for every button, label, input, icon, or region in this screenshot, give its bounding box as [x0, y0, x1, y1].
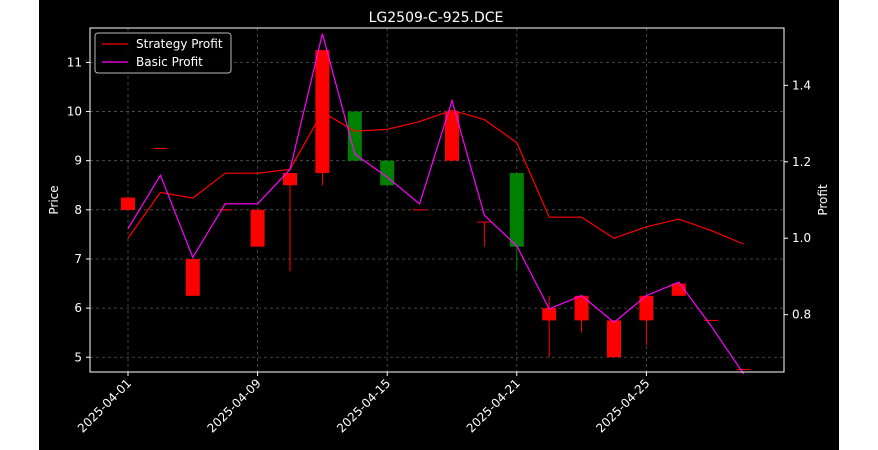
y2-tick-label: 0.8: [792, 308, 811, 322]
series-line-strategy: [127, 109, 744, 245]
candle-body: [574, 295, 589, 321]
figure-background: [39, 0, 839, 450]
candle-body: [283, 172, 297, 186]
candle-body: [639, 295, 654, 321]
candle-body: [509, 172, 524, 247]
legend-label-strategy: Strategy Profit: [136, 37, 223, 51]
candlesticks: [121, 50, 751, 371]
y-tick-label: 6: [74, 301, 82, 315]
legend-label-basic: Basic Profit: [136, 55, 203, 69]
candle-body: [185, 258, 200, 296]
legend-box: [94, 32, 232, 74]
candle-body: [121, 197, 135, 210]
y-tick-label: 5: [74, 350, 82, 364]
y2-tick-label: 1.4: [792, 78, 811, 92]
y-axis-ticks: 5 6 7 8 9 10 11: [67, 55, 90, 364]
y2-tick-label: 1.0: [792, 231, 811, 245]
y2-axis-ticks: 0.8 1.0 1.2 1.4: [784, 78, 811, 322]
profit-lines: [127, 33, 745, 375]
candle-body: [542, 308, 557, 321]
y2-axis-label: Profit: [816, 184, 830, 216]
legend: Strategy Profit Basic Profit: [94, 32, 232, 74]
y-tick-label: 7: [74, 252, 82, 266]
candle-body: [445, 111, 459, 161]
y-tick-label: 9: [74, 154, 82, 168]
y2-tick-label: 1.2: [792, 155, 811, 169]
y-tick-label: 10: [67, 105, 82, 119]
grid-lines: [90, 28, 784, 372]
series-line-basic: [127, 33, 745, 375]
chart-title: LG2509-C-925.DCE: [369, 10, 504, 26]
candle-body: [380, 160, 395, 186]
plot-frame: [89, 27, 785, 373]
candle-body: [347, 111, 362, 161]
candle-body: [607, 320, 621, 358]
candle-body: [250, 209, 265, 247]
y-axis-label: Price: [47, 185, 61, 214]
y-tick-label: 11: [67, 55, 82, 69]
y-tick-label: 8: [74, 203, 82, 217]
